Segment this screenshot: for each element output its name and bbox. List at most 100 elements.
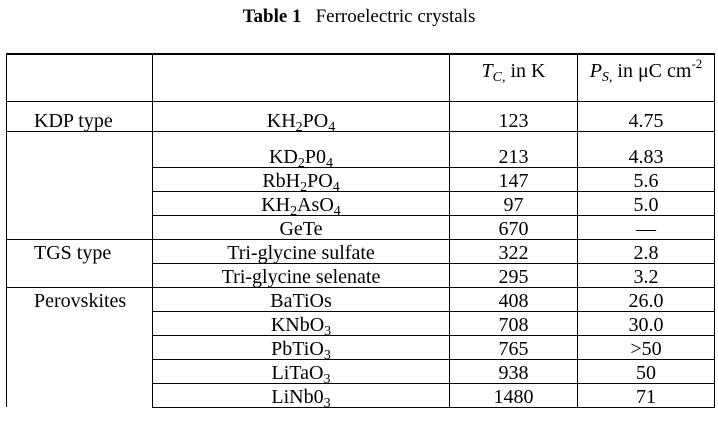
compound-cell: BaTiOs — [152, 287, 450, 312]
formula-text: LiTaO — [271, 361, 324, 384]
formula-text: LiNb0 — [271, 385, 324, 408]
formula-subscript: 2 — [297, 155, 305, 171]
group-cell — [6, 215, 153, 240]
table-row: RbH2PO4 147 5.6 — [6, 167, 715, 194]
tc-subscript: C, — [492, 70, 506, 85]
tc-cell: 97 — [449, 191, 578, 216]
table-row: Perovskites BaTiOs 408 26.0 — [6, 287, 715, 312]
group-cell — [6, 311, 153, 335]
formula-text: PO — [307, 169, 333, 192]
group-cell — [6, 335, 153, 359]
tc-cell: 213 — [449, 131, 578, 168]
compound-cell: LiNb03 — [152, 383, 450, 410]
formula-subscript: 3 — [324, 323, 332, 339]
table-row: TGS type Tri-glycine sulfate 322 2.8 — [6, 239, 715, 264]
ps-cell: — — [577, 215, 715, 240]
formula-subscript: 3 — [323, 395, 331, 411]
tc-cell: 938 — [449, 359, 578, 384]
compound-cell: KNbO3 — [152, 311, 450, 338]
table-row: KD2P04 213 4.83 — [6, 131, 715, 170]
group-cell: Perovskites — [6, 287, 153, 311]
compound-cell: Tri-glycine sulfate — [152, 239, 450, 264]
formula-text: Tri-glycine selenate — [221, 265, 381, 288]
compound-cell: GeTe — [152, 215, 450, 240]
group-cell — [6, 359, 153, 383]
table-number: Table 1 — [242, 6, 302, 27]
tc-cell: 295 — [449, 263, 578, 288]
compound-cell: RbH2PO4 — [152, 167, 450, 194]
ferroelectric-table: TC, in K PS, in μC cm-2 KDP type KH2PO4 12… — [6, 53, 715, 410]
ps-superscript: -2 — [691, 56, 703, 71]
compound-cell: KH2PO4 — [152, 101, 450, 134]
ps-symbol: P — [589, 60, 602, 82]
table-caption: Table 1 Ferroelectric crystals — [0, 6, 718, 28]
formula-text: P0 — [304, 145, 326, 168]
table-row: KDP type KH2PO4 123 4.75 — [6, 101, 715, 134]
formula-subscript: 2 — [295, 119, 303, 135]
compound-cell: KD2P04 — [152, 131, 450, 170]
table-row: GeTe 670— — [6, 215, 715, 240]
table-row: LiNb03 1480 71 — [6, 383, 715, 410]
tc-unit: in K — [505, 60, 546, 82]
ps-cell: >50 — [577, 335, 715, 360]
ps-unit: in μC cm — [612, 60, 692, 82]
formula-subscript: 3 — [323, 371, 331, 387]
formula-subscript: 4 — [326, 155, 333, 171]
group-cell — [6, 263, 153, 288]
ps-cell: 4.75 — [577, 101, 715, 132]
compound-cell: Tri-glycine selenate — [152, 263, 450, 288]
ps-cell: 5.6 — [577, 167, 715, 192]
ps-cell: 3.2 — [577, 263, 715, 288]
formula-text: KH — [261, 193, 291, 216]
ps-cell: 4.83 — [577, 131, 715, 168]
compound-cell: KH2AsO4 — [152, 191, 450, 218]
formula-text: AsO — [297, 193, 334, 216]
group-cell — [6, 191, 153, 215]
ps-cell: 50 — [577, 359, 715, 384]
tc-cell: 708 — [449, 311, 578, 336]
formula-subscript: 2 — [290, 203, 298, 219]
ps-cell: 2.8 — [577, 239, 715, 264]
header-ps: PS, in μC cm-2 — [577, 53, 715, 102]
table-row: Tri-glycine selenate 295 3.2 — [6, 263, 715, 288]
header-row: TC, in K PS, in μC cm-2 — [6, 53, 715, 102]
tc-cell: 1480 — [449, 383, 578, 408]
formula-text: Tri-glycine sulfate — [227, 241, 375, 264]
ps-cell: 26.0 — [577, 287, 715, 312]
group-cell — [6, 167, 153, 191]
header-tc: TC, in K — [449, 53, 578, 102]
formula-text: PO — [302, 109, 329, 132]
group-cell — [6, 131, 153, 167]
formula-subscript: 2 — [300, 179, 308, 195]
tc-cell: 147 — [449, 167, 578, 192]
formula-text: KNbO — [270, 313, 325, 336]
tc-cell: 408 — [449, 287, 578, 312]
formula-text: BaTiOs — [270, 289, 332, 312]
tc-symbol: T — [481, 60, 493, 82]
tc-cell: 765 — [449, 335, 578, 360]
header-compound — [152, 53, 450, 102]
ps-subscript: S, — [601, 70, 613, 85]
formula-text: PbTiO — [271, 337, 324, 360]
formula-text: KD — [268, 145, 298, 168]
ps-cell: 30.0 — [577, 311, 715, 336]
table-title: Ferroelectric crystals — [315, 6, 476, 27]
header-group — [6, 53, 153, 102]
tc-cell: 670 — [449, 215, 578, 240]
ps-cell: 5.0 — [577, 191, 715, 216]
table-row: LiTaO3 938 50 — [6, 359, 715, 386]
formula-text: KH — [266, 109, 296, 132]
compound-cell: LiTaO3 — [152, 359, 450, 386]
formula-subscript: 4 — [332, 179, 340, 195]
group-cell — [6, 383, 153, 407]
table-row: KNbO3 708 30.0 — [6, 311, 715, 338]
formula-text: RbH — [262, 169, 301, 192]
formula-subscript: 4 — [328, 119, 336, 135]
formula-subscript: 4 — [333, 203, 341, 219]
compound-cell: PbTiO3 — [152, 335, 450, 362]
tc-cell: 322 — [449, 239, 578, 264]
group-cell: KDP type — [6, 101, 153, 132]
formula-text: GeTe — [279, 217, 323, 240]
formula-subscript: 3 — [323, 347, 331, 363]
table-row: KH2AsO4 97 5.0 — [6, 191, 715, 218]
